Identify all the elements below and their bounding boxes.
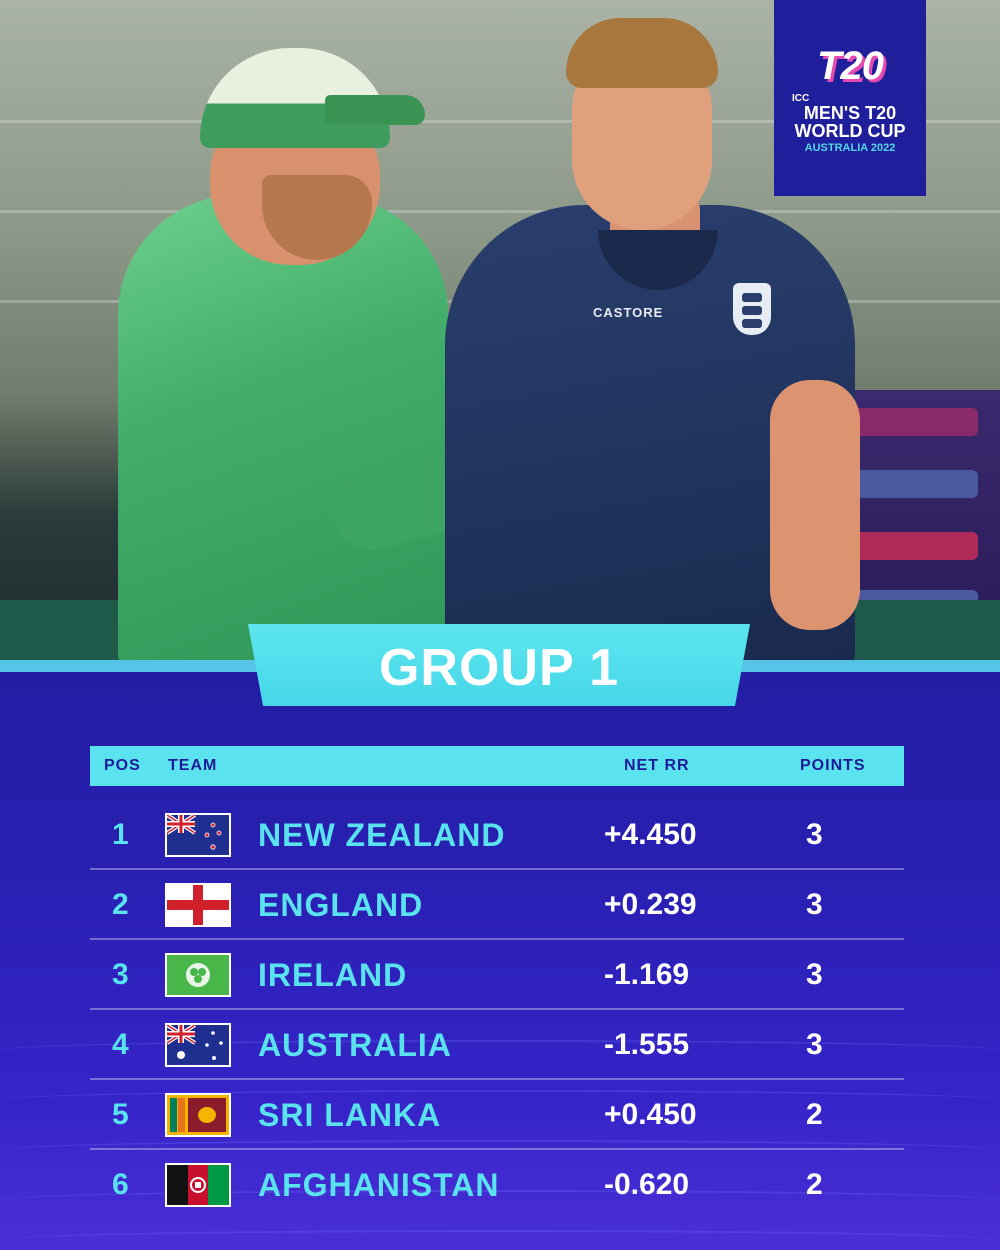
england-flag-icon (165, 883, 231, 927)
row-pos: 4 (112, 1028, 129, 1061)
row-points: 2 (806, 1098, 823, 1131)
row-team: SRI LANKA (258, 1097, 442, 1133)
row-pos: 6 (112, 1168, 129, 1201)
row-pos: 3 (112, 958, 129, 991)
three-lions-crest-icon (733, 283, 771, 335)
row-divider (90, 868, 904, 870)
header-points: POINTS (800, 757, 866, 774)
sri-lanka-flag-icon (165, 1093, 231, 1137)
group-title: GROUP 1 (378, 639, 620, 697)
afghanistan-flag-icon (165, 1163, 231, 1207)
header-pos: POS (104, 757, 141, 774)
stadium-tier (0, 210, 1000, 213)
row-net-rr: -0.620 (604, 1168, 690, 1201)
header-net-rr: NET RR (624, 757, 690, 774)
row-divider (90, 1148, 904, 1150)
row-team: AUSTRALIA (258, 1027, 452, 1063)
row-divider (90, 938, 904, 940)
table-row: 2 ENGLAND +0.239 3 (90, 870, 904, 940)
row-net-rr: +4.450 (604, 818, 697, 851)
logo-line-1: MEN'S T20 (803, 103, 897, 123)
logo-line-3: AUSTRALIA 2022 (804, 142, 896, 154)
row-net-rr: +0.450 (604, 1098, 697, 1131)
table-row: 5 SRI LANKA +0.450 2 (90, 1080, 904, 1150)
table-row: 6 AFGHANISTAN -0.620 2 (90, 1150, 904, 1220)
table-row: 1 NEW ZEALAND +4.450 3 (90, 800, 904, 870)
row-points: 3 (806, 818, 823, 851)
row-team: AFGHANISTAN (258, 1167, 500, 1203)
stadium-tier (0, 120, 1000, 123)
row-pos: 1 (112, 818, 129, 851)
wave-pattern (0, 1090, 1000, 1110)
row-net-rr: -1.555 (604, 1028, 690, 1061)
row-points: 2 (806, 1168, 823, 1201)
table-header: POS TEAM NET RR POINTS (90, 746, 904, 786)
australia-flag-icon (165, 1023, 231, 1067)
ireland-flag-icon (165, 953, 231, 997)
logo-line-2: WORLD CUP (794, 121, 906, 141)
group-banner (248, 624, 750, 706)
row-pos: 5 (112, 1098, 129, 1131)
wave-pattern (0, 1040, 1000, 1060)
row-team: NEW ZEALAND (258, 817, 506, 853)
row-net-rr: +0.239 (604, 888, 697, 921)
row-points: 3 (806, 958, 823, 991)
table-row: 4 AUSTRALIA -1.555 3 (90, 1010, 904, 1080)
shirt-brand-text: CASTORE (593, 305, 664, 320)
wave-pattern (0, 1140, 1000, 1160)
wave-pattern (0, 1190, 1000, 1210)
header-team: TEAM (168, 757, 218, 774)
t20-logo-mark: T20 (817, 44, 884, 88)
row-divider (90, 1078, 904, 1080)
tournament-logo: T20 ICC MEN'S T20 WORLD CUP AUSTRALIA 20… (774, 0, 926, 196)
table-row: 3 IRELAND -1.169 3 (90, 940, 904, 1010)
new-zealand-flag-icon (165, 813, 231, 857)
row-pos: 2 (112, 888, 129, 921)
logo-icc-text: ICC (792, 93, 810, 104)
row-points: 3 (806, 1028, 823, 1061)
row-team: IRELAND (258, 957, 408, 993)
row-net-rr: -1.169 (604, 958, 690, 991)
row-divider (90, 1008, 904, 1010)
row-points: 3 (806, 888, 823, 921)
wave-pattern (0, 1230, 1000, 1250)
row-team: ENGLAND (258, 887, 424, 923)
